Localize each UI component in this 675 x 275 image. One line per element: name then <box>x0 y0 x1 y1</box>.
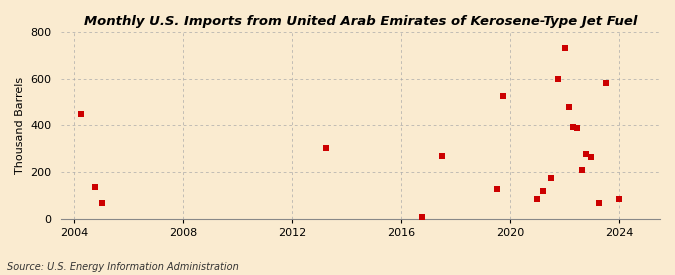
Point <box>577 168 588 172</box>
Point <box>581 151 592 156</box>
Point <box>614 197 624 201</box>
Point <box>545 176 556 180</box>
Point <box>498 94 509 98</box>
Point <box>532 197 543 201</box>
Point <box>568 124 578 129</box>
Point <box>585 155 596 159</box>
Point <box>593 200 604 205</box>
Point <box>600 81 611 86</box>
Point <box>89 185 100 189</box>
Y-axis label: Thousand Barrels: Thousand Barrels <box>15 77 25 174</box>
Title: Monthly U.S. Imports from United Arab Emirates of Kerosene-Type Jet Fuel: Monthly U.S. Imports from United Arab Em… <box>84 15 637 28</box>
Point <box>560 46 570 51</box>
Point <box>321 145 331 150</box>
Point <box>96 200 107 205</box>
Point <box>491 187 502 191</box>
Point <box>572 126 583 130</box>
Point <box>76 112 86 116</box>
Point <box>537 189 548 193</box>
Text: Source: U.S. Energy Information Administration: Source: U.S. Energy Information Administ… <box>7 262 238 272</box>
Point <box>437 154 448 158</box>
Point <box>552 76 563 81</box>
Point <box>564 104 574 109</box>
Point <box>416 214 427 219</box>
